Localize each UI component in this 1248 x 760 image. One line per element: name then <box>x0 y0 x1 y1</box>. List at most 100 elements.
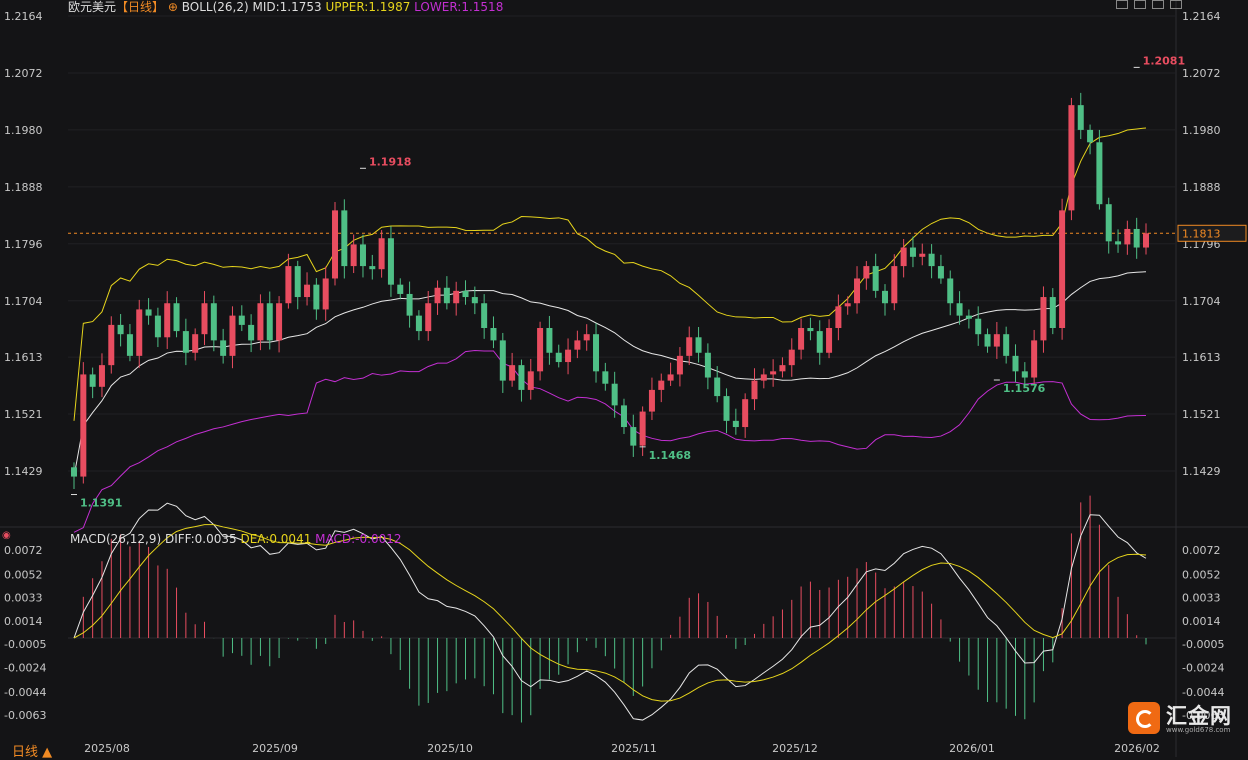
macd-dea: DEA:0.0041 <box>240 532 312 546</box>
candle-body <box>993 334 1000 347</box>
candle-body <box>1031 340 1038 378</box>
price-tick-right: 1.1704 <box>1182 295 1221 308</box>
candle-body <box>117 324 124 335</box>
current-price-tag <box>1177 224 1247 242</box>
candle-body <box>546 328 553 353</box>
candle-body <box>835 306 842 328</box>
price-tick-left: 1.1980 <box>4 124 43 137</box>
macd-tick-left: 0.0052 <box>4 568 43 581</box>
candle-body <box>406 293 413 316</box>
candle-body <box>126 334 133 356</box>
macd-header: MACD(26,12,9) DIFF:0.0035 DEA:0.0041 MAC… <box>70 532 402 546</box>
candle-body <box>220 340 227 356</box>
macd-tick-left: 0.0033 <box>4 592 43 605</box>
period-button[interactable]: 日线 ▲ <box>12 745 53 760</box>
candle-body <box>695 337 702 353</box>
boll-mid-line <box>73 271 1147 477</box>
candle-body <box>947 278 954 304</box>
candle-body <box>378 238 385 270</box>
macd-tick-right: 0.0014 <box>1182 615 1221 628</box>
macd-tick-right: -0.0024 <box>1182 661 1224 674</box>
candle-body <box>593 334 600 372</box>
candle-body <box>145 309 152 316</box>
macd-diff-line <box>73 502 1147 721</box>
candle-body <box>425 303 432 332</box>
x-tick-label: 2025/11 <box>611 742 657 755</box>
candle-body <box>397 284 404 294</box>
macd-diff: DIFF:0.0035 <box>164 532 237 546</box>
candle-body <box>779 365 786 372</box>
candle-body <box>881 290 888 304</box>
candle-body <box>900 247 907 267</box>
maximize-icon[interactable] <box>1152 0 1164 9</box>
candle-body <box>704 352 711 378</box>
candle-body <box>471 297 478 304</box>
candle-body <box>192 334 199 353</box>
minimize-icon[interactable] <box>1116 0 1128 9</box>
candle-body <box>1105 204 1112 242</box>
candle-body <box>844 303 851 307</box>
boll-upper-line <box>73 127 1147 421</box>
candle-body <box>937 266 944 279</box>
candle-body <box>984 334 991 347</box>
candle-body <box>1124 228 1131 245</box>
candle-body <box>956 303 963 316</box>
candle-body <box>443 287 450 304</box>
candle-body <box>509 365 516 381</box>
candle-body <box>742 399 749 428</box>
candle-body <box>527 371 534 390</box>
candle-body <box>1143 233 1149 248</box>
logo-url: www.gold678.com <box>1166 726 1231 734</box>
candle-body <box>294 266 301 298</box>
macd-tick-right: 0.0072 <box>1182 544 1221 557</box>
candle-body <box>667 374 674 381</box>
restore-icon[interactable] <box>1134 0 1146 9</box>
macd-label[interactable]: MACD(26,12,9) <box>70 532 162 546</box>
annotation-label: 1.1391 <box>80 497 122 510</box>
symbol-name: 欧元美元 <box>68 0 117 14</box>
period-tag[interactable]: 【日线】 <box>116 0 165 14</box>
macd-tick-left: -0.0044 <box>4 686 46 699</box>
candle-body <box>648 389 655 412</box>
macd-tick-left: 0.0014 <box>4 615 43 628</box>
candle-body <box>1077 105 1084 130</box>
indicator-toggle-icon[interactable]: ⊕ <box>167 0 178 14</box>
candle-body <box>369 266 376 270</box>
candle-body <box>807 328 814 332</box>
boll-lower-line <box>73 350 1147 533</box>
candle-body <box>975 318 982 335</box>
candle-body <box>518 365 525 390</box>
candle-body <box>798 328 805 350</box>
candle-body <box>1068 105 1075 211</box>
candle-body <box>332 210 339 279</box>
candle-body <box>872 266 879 291</box>
logo: 汇金网 www.gold678.com <box>1126 698 1246 740</box>
candle-body <box>266 303 273 341</box>
price-tick-right: 1.2164 <box>1182 10 1221 23</box>
candle-body <box>602 371 609 384</box>
candle-body <box>257 303 264 341</box>
macd-tick-left: -0.0005 <box>4 638 46 651</box>
candle-body <box>229 315 236 356</box>
macd-settings-icon[interactable]: ◉ <box>2 530 11 541</box>
x-tick-label: 2026/01 <box>949 742 995 755</box>
boll-label[interactable]: BOLL(26,2) <box>181 0 249 14</box>
annotation-label: 1.1918 <box>369 155 411 168</box>
price-tick-right: 1.1888 <box>1182 181 1221 194</box>
candle-body <box>583 334 590 341</box>
macd-tick-right: -0.0005 <box>1182 638 1224 651</box>
candles <box>71 92 1149 489</box>
candle-body <box>863 266 870 279</box>
candle-body <box>909 247 916 257</box>
candle-body <box>565 349 572 363</box>
candle-body <box>313 284 320 310</box>
annotation-label: 1.1576 <box>1003 382 1046 395</box>
candle-body <box>1115 241 1122 245</box>
candle-body <box>285 266 292 304</box>
x-tick-label: 2025/12 <box>772 742 818 755</box>
close-icon[interactable] <box>1170 0 1182 9</box>
candle-body <box>770 371 777 375</box>
macd-tick-left: 0.0072 <box>4 544 43 557</box>
candle-body <box>1049 297 1056 328</box>
